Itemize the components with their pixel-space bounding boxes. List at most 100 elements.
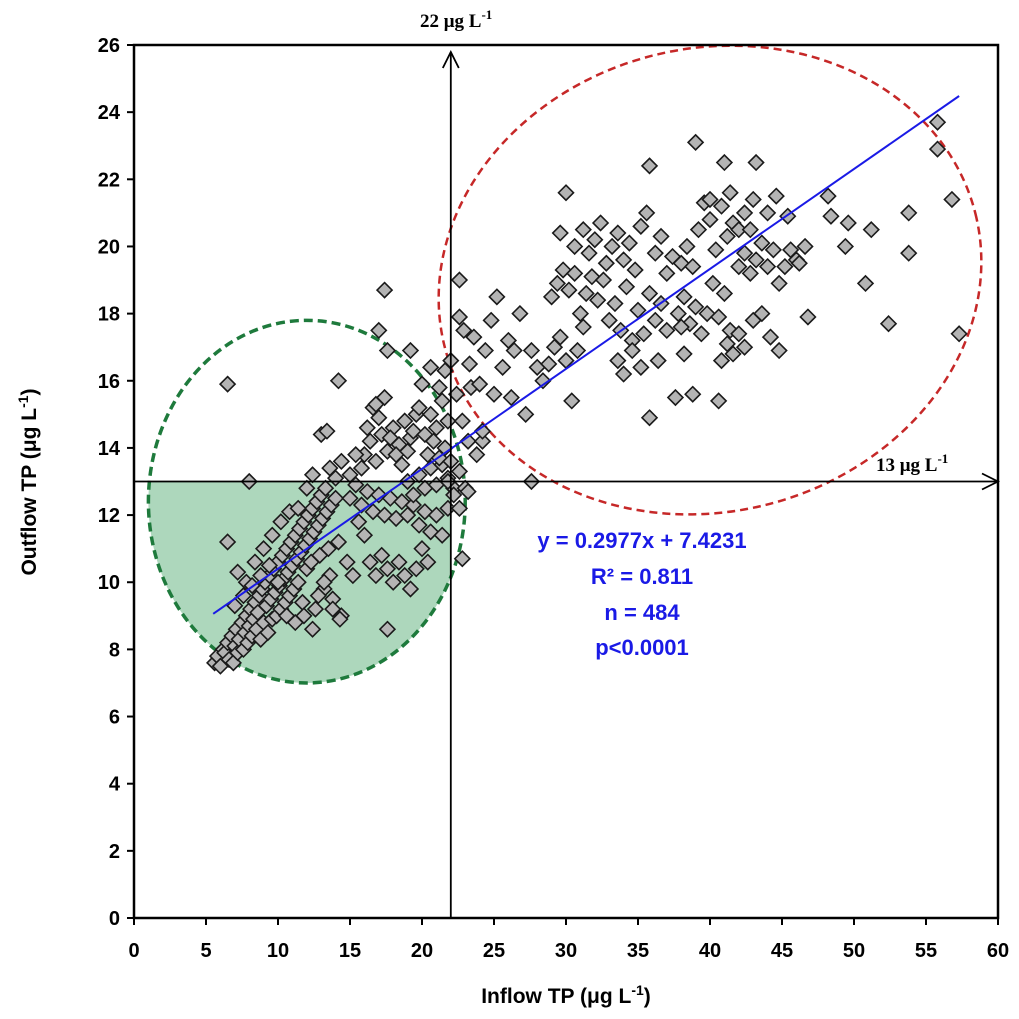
low-group-ellipse (146, 318, 467, 685)
data-point (229, 563, 247, 581)
data-point (710, 308, 728, 326)
data-point (574, 221, 592, 239)
data-point (669, 304, 687, 323)
y-tick-label: 20 (98, 236, 120, 258)
r-squared-label: R² = 0.811 (591, 564, 693, 589)
data-point (767, 187, 785, 205)
data-point (218, 533, 237, 551)
data-point (557, 184, 575, 202)
data-point (315, 573, 333, 591)
data-point (259, 623, 277, 642)
data-point (361, 553, 379, 571)
data-point (410, 398, 428, 417)
data-point (735, 338, 754, 356)
data-point (574, 318, 592, 336)
data-point (341, 489, 359, 507)
data-point (450, 499, 469, 517)
data-point (347, 446, 365, 464)
data-point (712, 351, 731, 370)
data-point (704, 274, 722, 293)
data-point (453, 412, 471, 430)
data-point (319, 540, 338, 558)
data-point (450, 271, 469, 289)
data-point (433, 392, 451, 410)
data-point (218, 375, 237, 393)
data-point (770, 274, 788, 293)
data-point (413, 540, 431, 558)
data-point (701, 210, 719, 229)
data-point (724, 345, 742, 363)
data-point (468, 446, 486, 464)
data-point (747, 153, 765, 172)
y-tick-label: 18 (98, 304, 120, 326)
data-point (367, 566, 385, 585)
data-point (422, 358, 440, 376)
data-point (269, 573, 287, 591)
y-tick-label: 16 (98, 371, 120, 393)
data-point (427, 419, 446, 437)
data-point (566, 264, 584, 282)
data-point (758, 257, 777, 276)
data-point (862, 221, 880, 239)
data-point (306, 600, 325, 618)
data-point (609, 351, 627, 370)
data-point (378, 620, 397, 638)
data-point (331, 610, 349, 628)
horizontal-reference-label: 13 μg L-1 (876, 451, 948, 476)
data-point (635, 325, 653, 343)
x-tick-label: 55 (915, 940, 937, 962)
data-point (370, 409, 388, 427)
data-point (381, 429, 399, 447)
data-point (375, 281, 394, 299)
data-point (609, 224, 627, 242)
data-point (819, 187, 837, 205)
data-point (396, 412, 414, 430)
regression-equation: y = 0.2977x + 7.4231 (537, 528, 746, 553)
data-point (646, 244, 664, 262)
data-point (620, 234, 638, 252)
data-point (511, 304, 529, 323)
data-point (770, 341, 788, 360)
data-point (701, 190, 719, 209)
data-point (485, 385, 503, 403)
x-tick-label: 40 (699, 940, 721, 962)
data-point (378, 341, 397, 360)
data-point (289, 573, 307, 591)
data-point (735, 244, 754, 262)
data-point (422, 405, 440, 423)
data-point (393, 456, 411, 474)
data-point (234, 587, 253, 605)
data-point (398, 442, 417, 460)
data-point (390, 553, 408, 571)
data-point (358, 419, 376, 437)
x-tick-label: 5 (200, 940, 211, 962)
y-axis-title: Outflow TP (μg L-1) (15, 388, 41, 575)
data-point (404, 486, 422, 504)
data-point (879, 315, 898, 333)
x-tick-label: 30 (555, 940, 577, 962)
data-point (352, 459, 371, 477)
data-point (950, 325, 968, 343)
x-tick-label: 45 (771, 940, 793, 962)
data-point (329, 533, 348, 551)
x-tick-label: 0 (128, 940, 139, 962)
data-point (401, 341, 420, 360)
y-tick-label: 24 (98, 102, 121, 124)
data-point (614, 251, 633, 269)
data-point (686, 133, 705, 152)
data-point (666, 388, 685, 407)
data-point (764, 241, 782, 259)
data-point (753, 304, 771, 323)
x-tick-label: 10 (267, 940, 289, 962)
data-point (675, 288, 693, 306)
data-point (350, 513, 368, 531)
data-point (580, 244, 598, 262)
data-point (295, 607, 313, 625)
data-point (522, 341, 541, 360)
data-point (263, 526, 281, 544)
data-point (410, 516, 428, 534)
data-point (577, 284, 595, 303)
data-point (715, 284, 734, 303)
x-tick-label: 25 (483, 940, 505, 962)
data-point (856, 274, 875, 293)
